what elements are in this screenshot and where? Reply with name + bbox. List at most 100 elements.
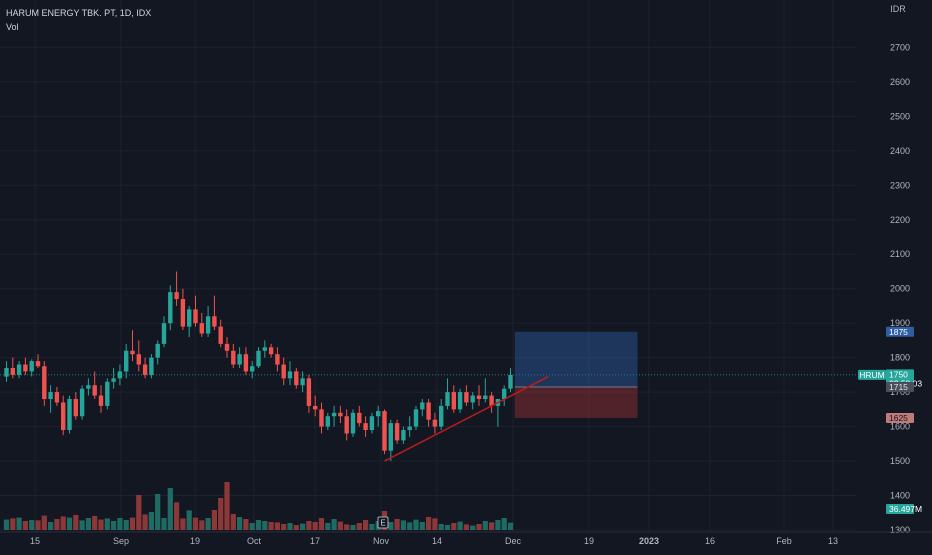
- candle-body: [174, 292, 179, 300]
- candle-body: [464, 392, 469, 403]
- stop-zone[interactable]: [514, 386, 638, 418]
- volume-bar: [237, 517, 243, 530]
- volume-bars: [3, 482, 514, 530]
- stop-price-label: [886, 412, 914, 423]
- candle-body: [489, 395, 494, 406]
- volume-bar: [287, 523, 293, 530]
- volume-bar: [174, 502, 180, 530]
- price-tick-label: 2400: [890, 146, 910, 156]
- candle-body: [16, 364, 22, 375]
- date-tick-label: Feb: [776, 536, 792, 546]
- stop-price-label-text: 1625: [889, 413, 908, 423]
- volume-bar: [255, 520, 262, 530]
- candle-body: [338, 412, 343, 417]
- volume-bar: [22, 521, 28, 530]
- price-labels: 1875HRUM175002:58:031715162536.497M: [858, 326, 922, 514]
- price-tick-label: 2000: [890, 284, 910, 294]
- candle-body: [205, 316, 211, 334]
- candle-body: [193, 309, 198, 324]
- trendline[interactable]: [384, 375, 549, 462]
- candle-body: [451, 392, 456, 410]
- trendline-drawing[interactable]: E: [377, 375, 549, 529]
- candle-body: [394, 423, 400, 441]
- price-tick-label: 2100: [890, 249, 910, 259]
- candlesticks: [4, 271, 513, 462]
- volume-bar: [104, 518, 110, 530]
- volume-bar: [444, 525, 451, 530]
- candle-body: [275, 354, 280, 365]
- volume-bar: [218, 498, 224, 530]
- volume-bar: [476, 524, 482, 530]
- candle-body: [48, 392, 53, 400]
- candle-body: [73, 399, 78, 417]
- candle-body: [256, 350, 261, 367]
- volume-bar: [73, 515, 79, 530]
- candle-body: [363, 423, 368, 431]
- candle-body: [117, 371, 123, 379]
- candle-body: [98, 395, 104, 406]
- volume-legend-label[interactable]: Vol: [6, 22, 19, 32]
- volume-bar: [180, 518, 186, 530]
- price-tick-label: 2700: [890, 42, 910, 52]
- volume-bar: [98, 519, 104, 530]
- volume-bar: [457, 521, 463, 530]
- volume-bar: [501, 518, 507, 530]
- candle-body: [376, 411, 381, 417]
- candle-body: [168, 292, 173, 324]
- candle-body: [61, 402, 66, 431]
- time-axis[interactable]: 15 Sep 19 Oct 17 Nov 14 Dec 19 2023 16 Feb 13: [0, 531, 932, 546]
- candle-body: [300, 378, 305, 386]
- earnings-marker[interactable]: [377, 516, 389, 529]
- price-tick-label: 2500: [890, 111, 910, 121]
- candle-body: [155, 343, 160, 358]
- price-tick-label: 1700: [890, 387, 910, 397]
- candle-body: [142, 364, 148, 375]
- volume-bar: [451, 523, 457, 530]
- volume-bar: [413, 519, 419, 530]
- entry-price-label-text: 1715: [889, 382, 908, 392]
- candle-body: [287, 371, 293, 379]
- volume-bar: [142, 514, 148, 530]
- volume-bar: [293, 525, 299, 530]
- candle-body: [319, 409, 324, 427]
- long-position-tool[interactable]: [514, 331, 638, 418]
- volume-bar: [394, 519, 400, 530]
- volume-bar: [211, 510, 217, 530]
- volume-bar: [243, 519, 249, 530]
- candle-body: [294, 371, 299, 386]
- volume-bar: [54, 519, 60, 530]
- volume-bar: [230, 514, 236, 530]
- volume-bar: [337, 521, 343, 530]
- volume-bar: [199, 520, 205, 530]
- candle-body: [325, 416, 330, 427]
- date-tick-label: 15: [30, 536, 40, 546]
- volume-bar: [85, 518, 91, 530]
- price-axis[interactable]: IDR 1300 1400 1500 1600 1700 1800 1900 2000 2100…: [890, 4, 910, 535]
- date-tick-label: 19: [190, 536, 200, 546]
- volume-bar: [123, 520, 129, 530]
- candle-body: [445, 392, 450, 406]
- volume-bar: [268, 522, 274, 530]
- volume-bar: [111, 521, 117, 530]
- volume-bar: [92, 516, 98, 530]
- candle-body: [331, 412, 337, 417]
- candle-body: [262, 347, 267, 351]
- volume-bar: [35, 520, 41, 530]
- candle-body: [250, 366, 255, 372]
- candle-body: [426, 402, 431, 420]
- candle-body: [344, 416, 349, 434]
- target-zone[interactable]: [514, 331, 638, 387]
- symbol-title[interactable]: HARUM ENERGY TBK. PT, 1D, IDX: [6, 8, 152, 18]
- date-tick-label: 19: [584, 536, 594, 546]
- candle-body: [413, 409, 419, 427]
- price-tick-label: 2300: [890, 180, 910, 190]
- price-tick-label: 1800: [890, 353, 910, 363]
- target-price-label-text: 1875: [889, 327, 908, 337]
- chart-legend: HARUM ENERGY TBK. PT, 1D, IDX Vol: [6, 6, 151, 34]
- date-tick-label: 17: [310, 536, 320, 546]
- volume-bar: [29, 520, 35, 530]
- volume-bar: [363, 520, 369, 530]
- volume-bar: [318, 518, 325, 530]
